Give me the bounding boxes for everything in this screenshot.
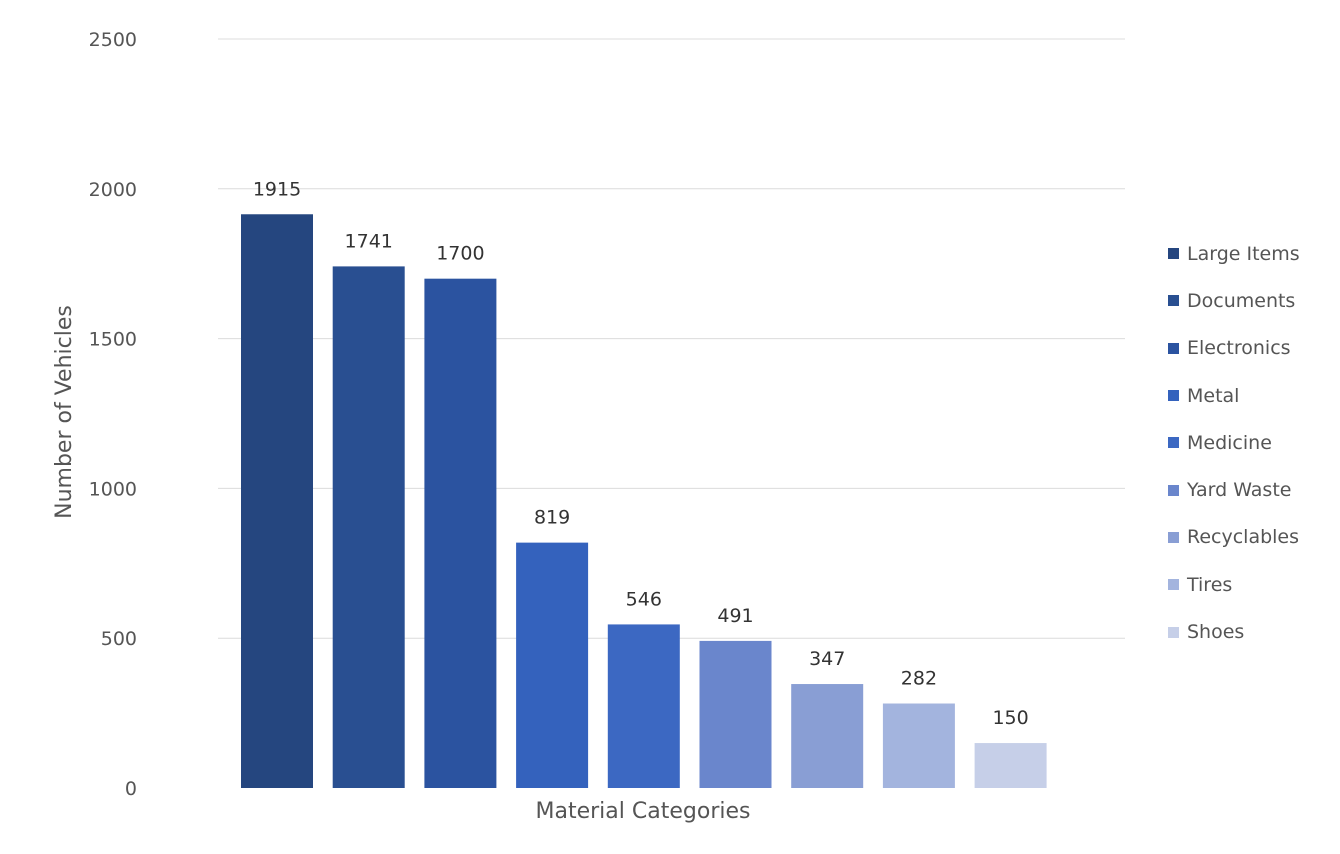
legend-swatch: [1168, 579, 1179, 591]
data-label: 282: [901, 668, 937, 690]
legend-item: Yard Waste: [1168, 466, 1300, 513]
y-axis-title: Number of Vehicles: [52, 305, 77, 519]
legend-swatch: [1168, 390, 1179, 402]
bar: [607, 624, 680, 788]
legend-label: Metal: [1187, 384, 1240, 407]
bar: [516, 542, 589, 788]
legend-item: Medicine: [1168, 419, 1300, 466]
legend-item: Documents: [1168, 277, 1300, 324]
legend: Large Items Documents Electronics Metal Medi…: [1168, 230, 1300, 656]
legend-item: Recyclables: [1168, 514, 1300, 561]
x-axis-title: Material Categories: [536, 799, 751, 824]
legend-label: Shoes: [1187, 621, 1245, 644]
y-tick-label: 1500: [89, 329, 137, 351]
data-label: 819: [534, 507, 570, 529]
data-label: 347: [809, 648, 845, 670]
legend-swatch: [1168, 342, 1179, 354]
bar: [882, 703, 955, 788]
bar: [699, 640, 772, 788]
data-label: 150: [992, 707, 1028, 729]
data-label: 1700: [436, 243, 484, 265]
legend-swatch: [1168, 531, 1179, 543]
data-label: 546: [626, 588, 662, 610]
legend-item: Shoes: [1168, 608, 1300, 655]
legend-item: Electronics: [1168, 325, 1300, 372]
y-tick-label: 1000: [89, 478, 137, 500]
bar: [974, 743, 1047, 788]
legend-item: Large Items: [1168, 230, 1300, 277]
bars: [241, 214, 1047, 789]
y-tick-label: 500: [101, 628, 137, 650]
legend-swatch: [1168, 437, 1179, 449]
legend-swatch: [1168, 248, 1179, 260]
bar: [791, 684, 864, 788]
legend-label: Tires: [1187, 573, 1233, 596]
legend-swatch: [1168, 295, 1179, 307]
legend-swatch: [1168, 626, 1179, 638]
data-label: 1741: [345, 230, 393, 252]
data-label: 491: [717, 605, 753, 627]
legend-label: Documents: [1187, 289, 1296, 312]
y-tick-label: 2500: [89, 29, 137, 51]
y-tick-label: 2000: [89, 179, 137, 201]
legend-label: Medicine: [1187, 431, 1272, 454]
data-labels: 1915 1741 1700 819 546 491 347 282 150: [253, 178, 1029, 729]
y-axis-ticks: 0 500 1000 1500 2000 2500: [89, 29, 137, 800]
legend-item: Metal: [1168, 372, 1300, 419]
legend-item: Tires: [1168, 561, 1300, 608]
bar: [241, 214, 313, 789]
legend-label: Recyclables: [1187, 526, 1300, 549]
legend-label: Electronics: [1187, 337, 1291, 360]
legend-label: Large Items: [1187, 242, 1300, 265]
legend-label: Yard Waste: [1187, 479, 1292, 502]
data-label: 1915: [253, 178, 301, 200]
bar: [332, 266, 405, 789]
legend-swatch: [1168, 484, 1179, 496]
bar: [424, 278, 497, 788]
y-tick-label: 0: [125, 778, 137, 800]
